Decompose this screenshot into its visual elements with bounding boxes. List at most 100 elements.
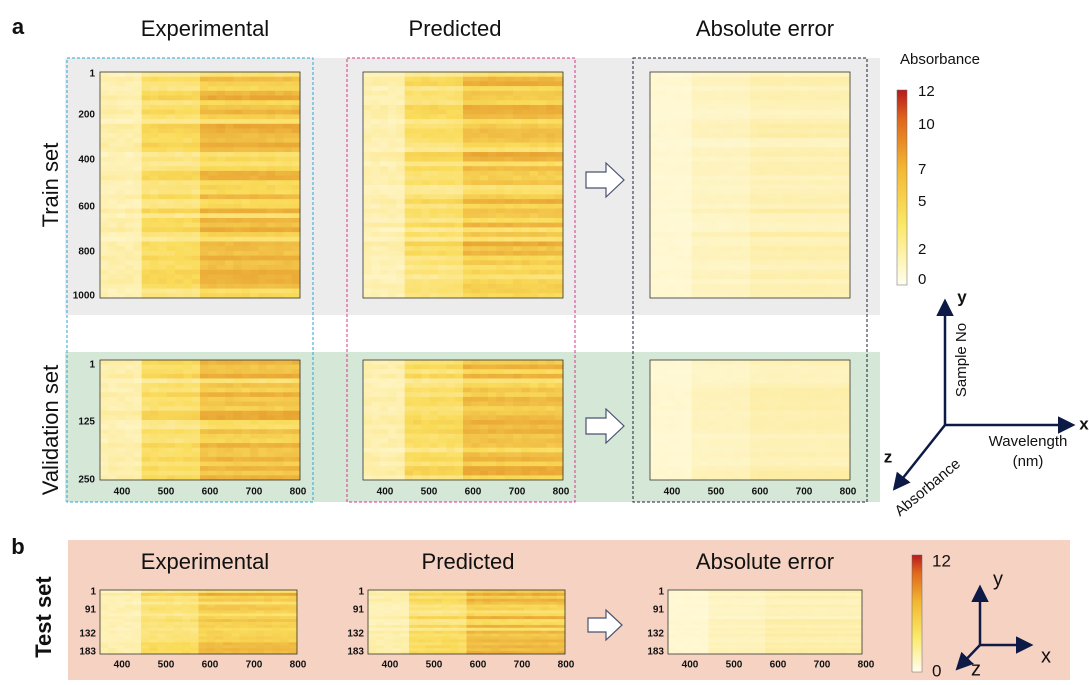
heatmap-cell [108,260,117,265]
heatmap-cell [817,143,826,148]
heatmap-cell [413,223,422,228]
heatmap-cell [363,279,372,284]
heatmap-cell [675,378,684,383]
heatmap-cell [142,209,151,214]
heatmap-cell [125,180,134,185]
heatmap-cell [267,383,276,388]
heatmap-cell [158,242,167,247]
heatmap-cell [233,105,242,110]
heatmap-cell [371,270,380,275]
heatmap-cell [142,138,151,143]
heatmap-cell [380,227,389,232]
heatmap-cell [488,143,497,148]
heatmap-cell [117,194,126,199]
heatmap-cell [546,420,555,425]
heatmap-cell [808,279,817,284]
heatmap-cell [521,242,530,247]
heatmap-cell [438,457,447,462]
heatmap-cell [117,425,126,430]
heatmap-cell [250,284,259,289]
heatmap-cell [108,289,117,294]
heatmap-cell [808,161,817,166]
heatmap-cell [692,91,701,96]
heatmap-cell [150,360,159,365]
heatmap-cell [538,81,547,86]
heatmap-cell [455,143,464,148]
heatmap-cell [833,265,842,270]
heatmap-cell [546,176,555,181]
heatmap-cell [405,429,414,434]
heatmap-cell [800,237,809,242]
heatmap-cell [480,199,489,204]
heatmap-cell [133,119,142,124]
heatmap-cell [463,185,472,190]
heatmap-cell [380,209,389,214]
heatmap-cell [217,72,226,77]
heatmap-cell [363,360,372,365]
heatmap-cell [225,176,234,181]
heatmap-cell [430,369,439,374]
heatmap-cell [371,209,380,214]
heatmap-cell [505,204,514,209]
heatmap-cell [380,274,389,279]
heatmap-cell [438,138,447,143]
heatmap-cell [446,110,455,115]
heatmap-cell [750,270,759,275]
heatmap-cell [267,406,276,411]
heatmap-cell [108,129,117,134]
heatmap-cell [538,100,547,105]
heatmap-cell [675,199,684,204]
heatmap-cell [667,190,676,195]
heatmap-cell [800,171,809,176]
heatmap-cell [438,452,447,457]
heatmap-cell [258,260,267,265]
heatmap-cell [775,227,784,232]
heatmap-cell [421,392,430,397]
heatmap-cell [538,274,547,279]
heatmap-cell [225,378,234,383]
heatmap-cell [833,274,842,279]
heatmap-cell [708,265,717,270]
heatmap-cell [183,213,192,218]
heatmap-cell [100,369,109,374]
heatmap-cell [842,218,851,223]
heatmap-cell [750,232,759,237]
heatmap-cell [380,100,389,105]
heatmap-cell [546,119,555,124]
heatmap-cell [446,289,455,294]
heatmap-cell [455,378,464,383]
heatmap-cell [783,124,792,129]
heatmap-cell [363,448,372,453]
heatmap-cell [192,77,201,82]
heatmap-cell [150,279,159,284]
heatmap-cell [530,429,539,434]
heatmap-cell [521,96,530,101]
heatmap-cell [117,448,126,453]
heatmap-cell [758,289,767,294]
heatmap-cell [421,209,430,214]
heatmap-cell [792,270,801,275]
heatmap-cell [405,77,414,82]
heatmap-cell [200,397,209,402]
heatmap-cell [496,360,505,365]
heatmap-cell [842,213,851,218]
heatmap-cell [217,471,226,476]
heatmap-cell [430,72,439,77]
heatmap-cell [175,96,184,101]
heatmap-cell [125,397,134,402]
heatmap-cell [292,434,301,439]
heatmap-cell [692,246,701,251]
heatmap-cell [225,406,234,411]
heatmap-cell [700,360,709,365]
heatmap-cell [455,199,464,204]
heatmap-cell [667,129,676,134]
heatmap-cell [825,284,834,289]
heatmap-cell [100,110,109,115]
heatmap-cell [100,166,109,171]
heatmap-cell [175,457,184,462]
heatmap-cell [133,289,142,294]
heatmap-cell [833,392,842,397]
heatmap-cell [250,129,259,134]
heatmap-cell [233,213,242,218]
heatmap-cell [750,91,759,96]
